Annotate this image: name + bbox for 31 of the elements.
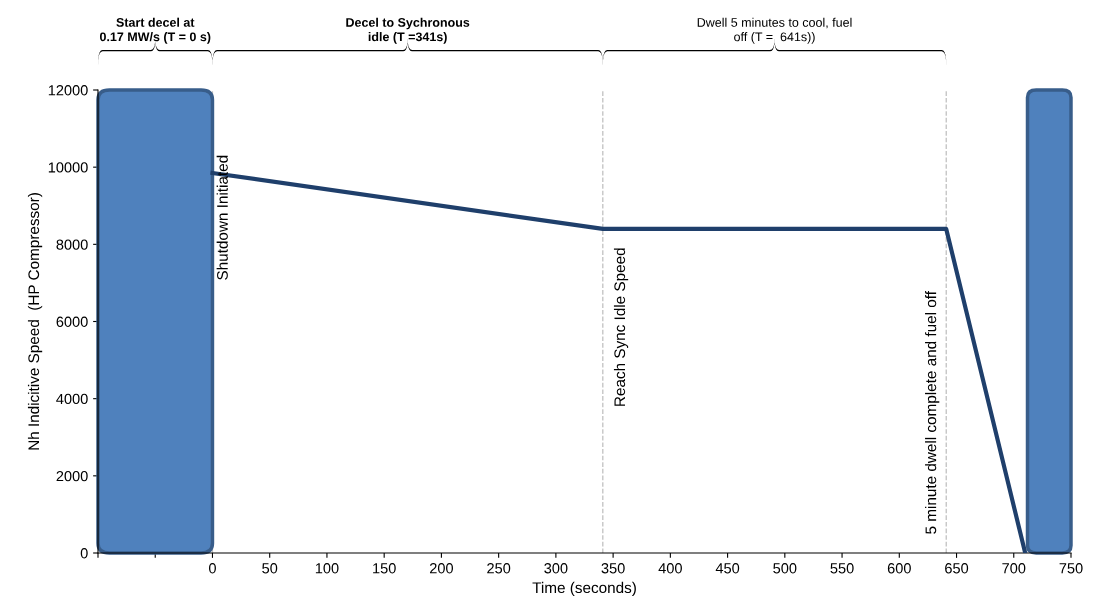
y-tick-label: 0 (80, 548, 88, 559)
x-tick-label: 0 (208, 563, 216, 574)
x-tick-label: 350 (601, 563, 625, 574)
y-tick-label: 2000 (56, 470, 88, 482)
y-tick-label: 6000 (56, 316, 88, 327)
x-tick-label: 100 (315, 563, 339, 574)
x-tick-label: 250 (487, 563, 511, 574)
x-tick-label: 400 (658, 563, 682, 574)
x-tick-label: 50 (262, 563, 278, 574)
x-tick-label: 200 (429, 563, 454, 574)
y-axis-title: Nh Indicitive Speed (HP Compressor) (27, 193, 43, 450)
x-tick-label: 750 (1059, 563, 1083, 574)
x-tick-label: 150 (373, 563, 396, 574)
text: Start decel at 0.17 MW/s (T = 0 s) (99, 17, 211, 44)
ref-line-label: Shutdown Initiated (216, 155, 228, 280)
ref-line-label: 5 minute dwell complete and fuel off (925, 290, 940, 534)
y-tick-label: 4000 (56, 393, 88, 405)
x-tick-label: 450 (715, 563, 740, 574)
x-tick-label: 650 (945, 563, 969, 574)
x-tick-label: 500 (773, 563, 797, 574)
y-tick-label: 8000 (56, 239, 88, 250)
x-tick-label: 700 (1002, 563, 1026, 574)
ref-line-label: Reach Sync Idle Speed (613, 248, 629, 406)
x-tick-label: 600 (887, 563, 911, 574)
y-tick-label: 12000 (48, 85, 88, 96)
x-axis-title: Time (seconds) (532, 581, 636, 597)
x-tick-label: 550 (830, 563, 854, 574)
text: Decel to Sychronous idle (T =341s) (346, 17, 470, 44)
text: Dwell 5 minutes to cool, fuel off (T = 641s)) (697, 17, 852, 44)
y-tick-label: 10000 (48, 162, 88, 173)
x-tick-label: 300 (544, 563, 568, 574)
